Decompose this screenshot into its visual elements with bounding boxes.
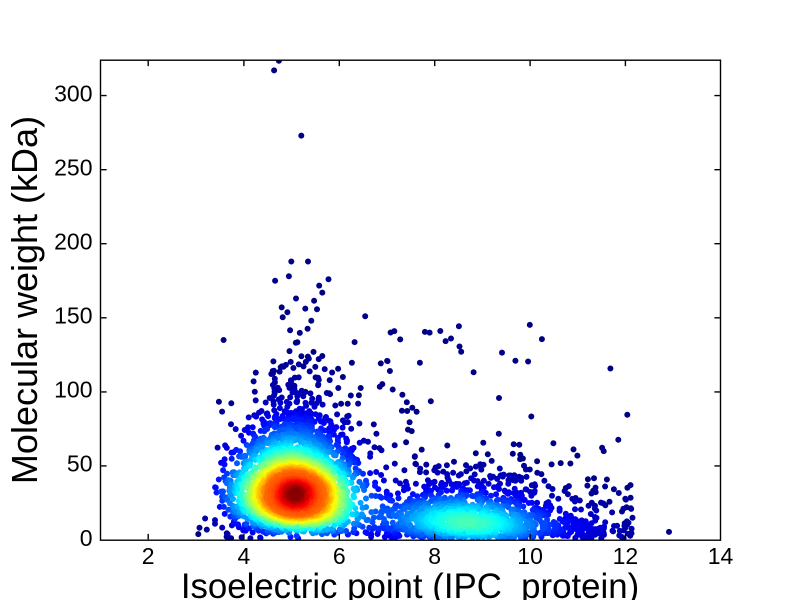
svg-text:14: 14 [708, 543, 734, 569]
svg-text:0: 0 [80, 525, 93, 551]
svg-text:4: 4 [238, 543, 251, 569]
svg-text:200: 200 [54, 229, 92, 255]
svg-text:50: 50 [67, 451, 93, 477]
svg-text:250: 250 [54, 155, 92, 181]
svg-text:8: 8 [428, 543, 441, 569]
svg-text:150: 150 [54, 303, 92, 329]
svg-text:Molecular weight (kDa): Molecular weight (kDa) [4, 116, 45, 484]
svg-text:2: 2 [142, 543, 155, 569]
svg-text:10: 10 [517, 543, 543, 569]
svg-text:300: 300 [54, 80, 92, 106]
svg-text:Isoelectric point (IPC_protein: Isoelectric point (IPC_protein) [181, 567, 639, 600]
svg-text:12: 12 [613, 543, 639, 569]
svg-text:100: 100 [54, 377, 92, 403]
svg-text:6: 6 [333, 543, 346, 569]
